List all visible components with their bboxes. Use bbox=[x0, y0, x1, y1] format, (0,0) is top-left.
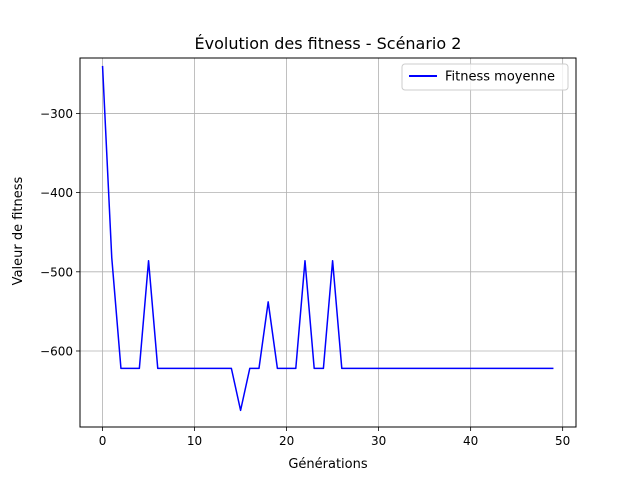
y-tick-label: −600 bbox=[40, 344, 73, 358]
x-tick-label: 0 bbox=[99, 434, 107, 448]
x-tick-label: 30 bbox=[371, 434, 386, 448]
x-tick-label: 20 bbox=[279, 434, 294, 448]
legend-label: Fitness moyenne bbox=[445, 70, 555, 85]
y-tick-label: −300 bbox=[40, 107, 73, 121]
x-tick-label: 50 bbox=[555, 434, 570, 448]
legend-box bbox=[401, 63, 569, 91]
y-tick-label: −500 bbox=[40, 265, 73, 279]
x-tick-label: 40 bbox=[463, 434, 478, 448]
y-axis-label: Valeur de fitness bbox=[11, 176, 26, 285]
x-tick-label: 10 bbox=[187, 434, 202, 448]
legend: Fitness moyenne bbox=[401, 63, 569, 91]
series-line-fitness-moyenne bbox=[101, 65, 554, 412]
y-tick-label: −400 bbox=[40, 186, 73, 200]
chart-title: Évolution des fitness - Scénario 2 bbox=[195, 34, 462, 53]
grid bbox=[80, 58, 576, 427]
x-axis-label: Générations bbox=[288, 457, 368, 472]
ticks: 0 10 20 30 40 50 −300 −400 −500 −600 bbox=[40, 107, 570, 448]
plot-frame bbox=[79, 57, 577, 428]
series-layer bbox=[101, 65, 554, 412]
